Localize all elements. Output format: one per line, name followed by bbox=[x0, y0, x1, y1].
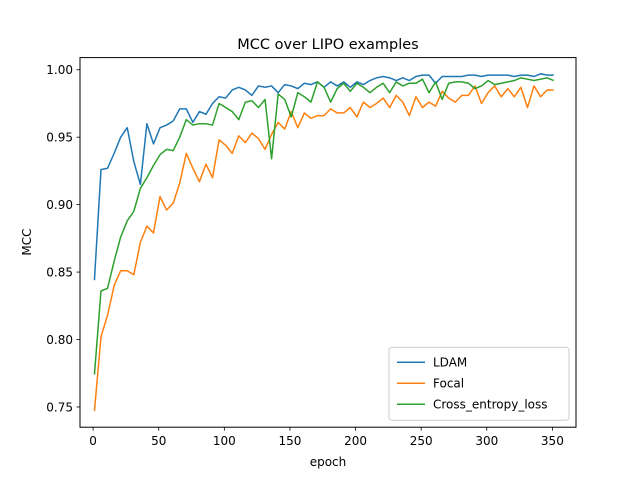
x-tick-label: 0 bbox=[89, 434, 97, 448]
y-tick-label: 1.00 bbox=[46, 63, 73, 77]
x-tick-label: 300 bbox=[475, 434, 498, 448]
x-axis: 0 50 100 150 200 250 300 350 bbox=[89, 427, 564, 448]
legend-label: LDAM bbox=[433, 356, 467, 370]
x-tick-label: 100 bbox=[213, 434, 236, 448]
y-tick-label: 0.90 bbox=[46, 198, 73, 212]
y-tick-label: 0.95 bbox=[46, 130, 73, 144]
x-axis-label: epoch bbox=[310, 455, 347, 469]
y-tick-label: 0.80 bbox=[46, 333, 73, 347]
y-axis: 0.75 0.80 0.85 0.90 0.95 1.00 bbox=[46, 63, 80, 414]
series-line-cross-entropy-loss bbox=[93, 77, 554, 375]
chart-title: MCC over LIPO examples bbox=[237, 37, 418, 53]
x-tick-label: 150 bbox=[278, 434, 301, 448]
series-line-focal bbox=[93, 85, 554, 412]
x-tick-label: 50 bbox=[151, 434, 166, 448]
x-tick-label: 200 bbox=[344, 434, 367, 448]
legend-label: Focal bbox=[433, 377, 464, 391]
y-tick-label: 0.85 bbox=[46, 265, 73, 279]
legend-box bbox=[388, 346, 570, 421]
x-tick-label: 250 bbox=[410, 434, 433, 448]
y-tick-label: 0.75 bbox=[46, 400, 73, 414]
y-axis-label: MCC bbox=[20, 228, 34, 255]
x-tick-label: 350 bbox=[541, 434, 564, 448]
legend-label: Cross_entropy_loss bbox=[433, 398, 548, 412]
plot-area bbox=[93, 73, 554, 412]
legend: LDAM Focal Cross_entropy_loss bbox=[388, 346, 570, 421]
axes-frame bbox=[79, 57, 577, 428]
